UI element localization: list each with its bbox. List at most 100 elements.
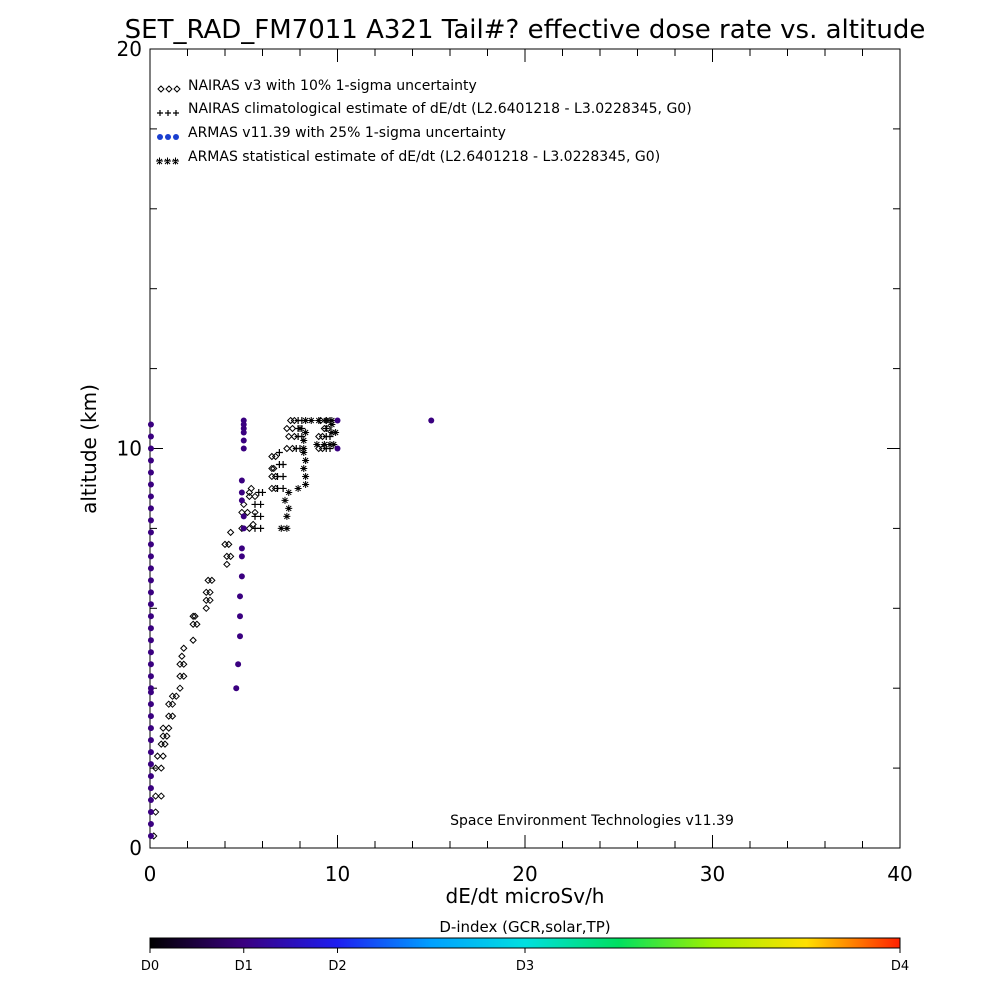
data-point-dot — [147, 737, 154, 744]
data-point-diamond — [283, 444, 291, 453]
colorbar — [149, 937, 901, 949]
data-point-diamond — [245, 492, 254, 501]
data-point-diamond — [268, 452, 276, 461]
data-point-dot — [237, 593, 243, 600]
data-point-asterisk — [328, 417, 336, 425]
data-point-asterisk — [300, 437, 308, 445]
data-point-diamond — [245, 524, 254, 533]
data-point-diamond — [165, 712, 173, 720]
data-point-diamond — [268, 484, 276, 493]
data-point-dot — [428, 417, 435, 424]
legend-marker-dot — [157, 134, 179, 140]
data-point-diamond — [159, 752, 167, 760]
data-point-diamond — [168, 700, 177, 708]
data-point-diamond — [151, 764, 160, 772]
data-point-dot — [147, 481, 154, 488]
data-point-asterisk — [277, 524, 285, 532]
data-point-diamond — [161, 740, 169, 748]
y-tick-label: 20 — [117, 37, 142, 61]
data-point-dot — [147, 493, 154, 500]
data-point-dot — [147, 785, 154, 792]
data-point-plus — [279, 472, 287, 480]
data-point-asterisk — [302, 417, 310, 425]
data-point-asterisk — [307, 417, 315, 425]
x-tick-label: 20 — [512, 862, 537, 886]
data-point-dot — [240, 525, 247, 532]
data-point-dot — [238, 573, 245, 580]
data-point-plus — [257, 512, 265, 520]
data-point-diamond — [180, 644, 188, 652]
data-point-diamond — [290, 432, 299, 441]
data-point-diamond — [268, 464, 276, 473]
data-point-asterisk — [281, 496, 289, 504]
data-point-asterisk — [302, 480, 310, 488]
data-point-diamond — [189, 636, 197, 644]
data-point-dot — [147, 529, 154, 536]
data-point-dot — [233, 685, 240, 692]
data-point-diamond — [202, 588, 210, 597]
data-point-dot — [147, 445, 154, 452]
data-markers — [147, 416, 435, 840]
data-point-diamond — [180, 660, 188, 668]
data-point-diamond — [204, 576, 212, 585]
data-point-dot — [147, 649, 154, 656]
data-point-dot — [147, 421, 154, 428]
colorbar-tick-label: D2 — [328, 959, 346, 974]
colorbar-tick-label: D0 — [141, 959, 159, 974]
y-axis-label: altitude (km) — [77, 384, 101, 514]
legend-marker-plus — [157, 110, 179, 116]
data-point-asterisk — [302, 456, 310, 464]
data-point-diamond — [249, 520, 257, 529]
data-point-plus — [322, 425, 330, 433]
data-point-asterisk — [283, 524, 291, 532]
data-point-dot — [147, 457, 154, 464]
x-tick-label: 40 — [887, 862, 912, 886]
data-point-plus — [279, 484, 287, 492]
data-point-dot — [238, 477, 245, 484]
data-point-diamond — [223, 552, 231, 561]
data-point-diamond — [168, 692, 177, 700]
y-tick-label: 10 — [117, 437, 142, 461]
data-point-asterisk — [328, 421, 336, 429]
data-point-asterisk — [315, 417, 323, 425]
y-tick-label: 0 — [129, 836, 142, 860]
data-point-diamond — [151, 792, 160, 800]
data-point-dot — [147, 661, 154, 668]
data-point-dot — [147, 761, 154, 768]
data-point-dot — [334, 445, 341, 452]
data-point-asterisk — [285, 488, 293, 496]
data-point-asterisk — [283, 512, 291, 520]
data-point-dot — [147, 433, 154, 440]
data-point-diamond — [165, 724, 173, 732]
data-point-dot — [237, 633, 243, 640]
legend: NAIRAS v3 with 10% 1-sigma uncertainty N… — [156, 78, 692, 165]
data-point-asterisk — [300, 445, 308, 452]
data-point-asterisk — [320, 441, 328, 449]
colorbar-tick-label: D1 — [235, 959, 253, 974]
data-point-diamond — [202, 596, 210, 605]
data-point-diamond — [283, 424, 291, 433]
data-point-dot — [147, 685, 154, 692]
data-point-diamond — [178, 652, 186, 660]
data-point-dot — [147, 565, 154, 572]
data-point-dot — [147, 673, 154, 680]
data-point-diamond — [168, 712, 177, 720]
data-point-diamond — [270, 464, 278, 473]
data-point-diamond — [165, 700, 173, 708]
data-point-diamond — [288, 424, 297, 433]
legend-entry-armas-statistical: ARMAS statistical estimate of dE/dt (L2.… — [188, 149, 660, 165]
data-point-diamond — [180, 672, 188, 680]
data-point-asterisk — [326, 441, 334, 449]
data-point-diamond — [157, 792, 165, 800]
data-point-plus — [257, 500, 265, 508]
data-point-diamond — [290, 416, 299, 425]
data-point-dot — [147, 469, 154, 476]
data-point-dot — [147, 541, 154, 548]
data-point-dot — [147, 821, 154, 828]
data-point-diamond — [176, 684, 184, 692]
data-point-diamond — [318, 432, 327, 441]
data-point-dot — [235, 661, 242, 668]
data-point-diamond — [268, 472, 276, 481]
data-point-dot — [147, 601, 154, 608]
